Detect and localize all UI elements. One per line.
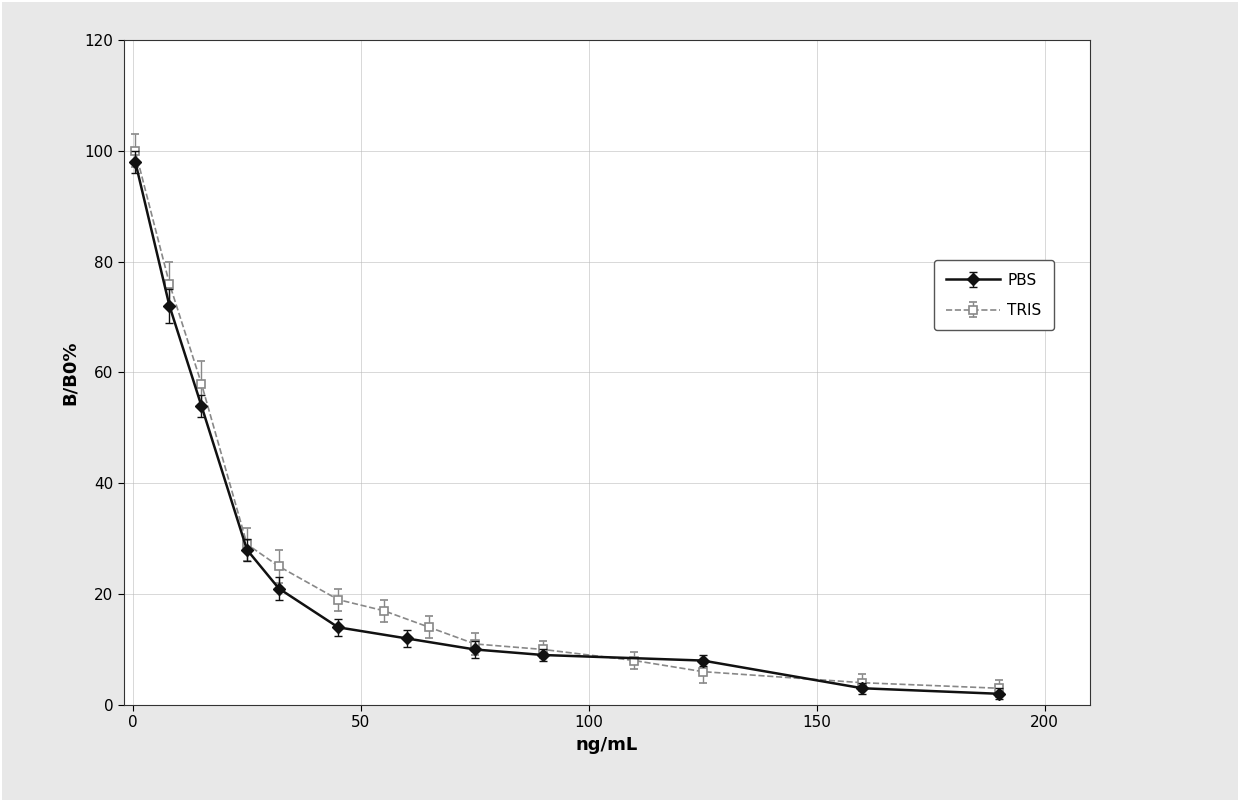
Legend: PBS, TRIS: PBS, TRIS <box>934 260 1053 330</box>
X-axis label: ng/mL: ng/mL <box>576 736 638 754</box>
Y-axis label: B/B0%: B/B0% <box>61 340 79 405</box>
